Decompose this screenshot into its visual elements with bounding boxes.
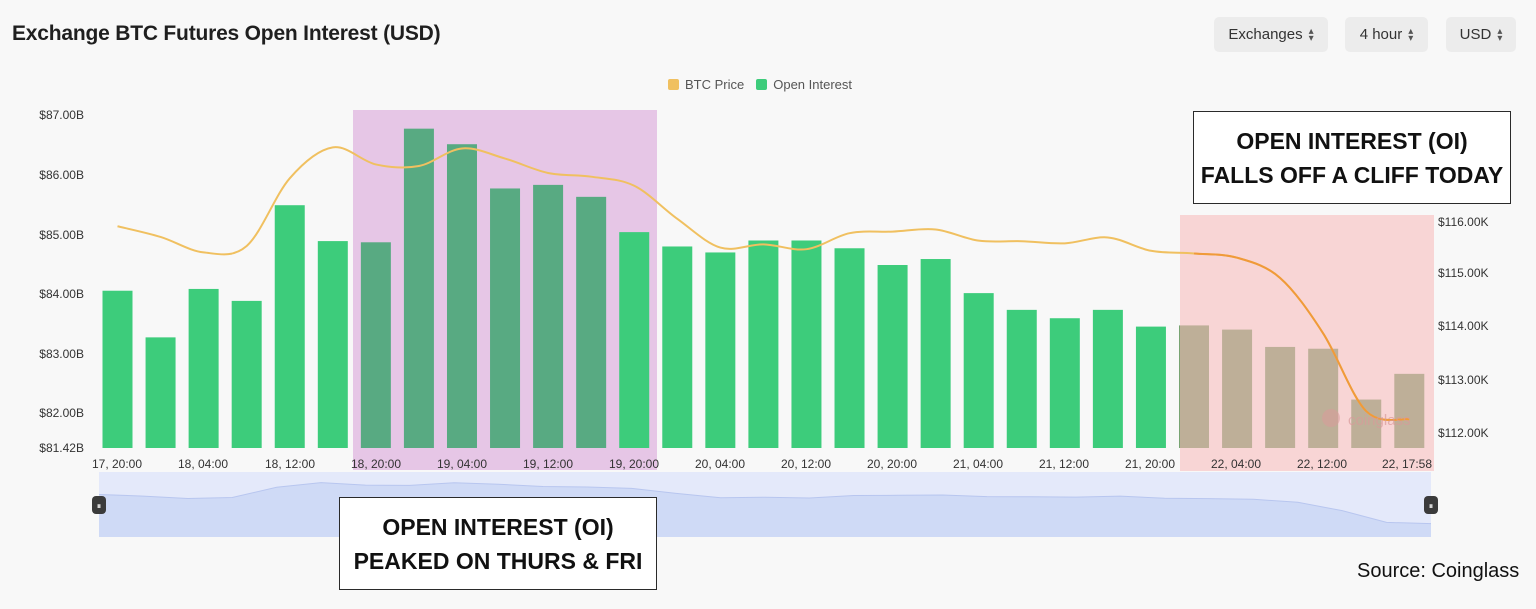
range-handle[interactable] bbox=[92, 496, 106, 514]
updown-chevron-icon: ▴ ▾ bbox=[1497, 25, 1503, 44]
x-axis-tick-label: 21, 04:00 bbox=[953, 457, 1003, 471]
oi-bar[interactable] bbox=[877, 265, 908, 448]
right-axis-tick-label: $115.00K bbox=[1438, 266, 1489, 280]
oi-bar[interactable] bbox=[188, 288, 219, 448]
x-axis-tick-label: 17, 20:00 bbox=[92, 457, 142, 471]
updown-chevron-icon: ▴ ▾ bbox=[1408, 25, 1414, 44]
oi-bar[interactable] bbox=[619, 232, 650, 448]
navigator-line bbox=[98, 482, 1432, 525]
oi-bar[interactable] bbox=[834, 248, 865, 448]
x-axis-tick-label: 19, 20:00 bbox=[609, 457, 659, 471]
legend-item-btc-price[interactable]: BTC Price bbox=[668, 77, 744, 92]
left-axis-tick-label: $86.00B bbox=[39, 168, 84, 182]
legend-swatch-btc-price bbox=[668, 79, 679, 90]
x-axis-tick-label: 18, 20:00 bbox=[351, 457, 401, 471]
x-axis-tick-label: 20, 04:00 bbox=[695, 457, 745, 471]
left-axis-tick-label: $87.00B bbox=[39, 108, 84, 122]
legend-item-open-interest[interactable]: Open Interest bbox=[756, 77, 852, 92]
left-axis-tick-label: $85.00B bbox=[39, 228, 84, 242]
oi-bar[interactable] bbox=[446, 144, 477, 448]
x-axis-tick-label: 21, 20:00 bbox=[1125, 457, 1175, 471]
x-axis-tick-label: 19, 04:00 bbox=[437, 457, 487, 471]
left-callout: OPEN INTEREST (OI) PEAKED ON THURS & FRI bbox=[339, 497, 657, 590]
x-axis-tick-label: 18, 12:00 bbox=[265, 457, 315, 471]
oi-bar[interactable] bbox=[274, 205, 305, 448]
coinglass-logo-icon bbox=[1322, 409, 1340, 427]
oi-bar[interactable] bbox=[1135, 326, 1166, 448]
exchanges-select[interactable]: Exchanges ▴ ▾ bbox=[1214, 17, 1328, 52]
oi-bar[interactable] bbox=[748, 240, 779, 448]
coinglass-watermark: coinglass bbox=[1348, 412, 1411, 429]
oi-bar[interactable] bbox=[576, 196, 607, 448]
drop-highlight-region bbox=[1180, 215, 1434, 471]
oi-bar[interactable] bbox=[963, 293, 994, 448]
oi-bar[interactable] bbox=[920, 259, 951, 448]
left-axis-tick-label: $81.42B bbox=[39, 441, 84, 455]
oi-bar[interactable] bbox=[662, 246, 693, 448]
oi-bar[interactable] bbox=[705, 252, 736, 448]
x-axis-tick-label: 22, 04:00 bbox=[1211, 457, 1261, 471]
oi-bar[interactable] bbox=[102, 290, 133, 448]
oi-bar[interactable] bbox=[145, 337, 176, 448]
right-axis-tick-label: $112.00K bbox=[1438, 426, 1489, 440]
interval-select-label: 4 hour bbox=[1359, 26, 1403, 43]
right-callout: OPEN INTEREST (OI) FALLS OFF A CLIFF TOD… bbox=[1193, 111, 1511, 204]
currency-select-label: USD bbox=[1459, 26, 1492, 43]
oi-bar[interactable] bbox=[360, 242, 391, 448]
left-callout-line-1: OPEN INTEREST (OI) bbox=[382, 513, 614, 540]
oi-bar[interactable] bbox=[403, 128, 434, 448]
oi-bar[interactable] bbox=[1006, 309, 1037, 448]
range-handle-grip-icon: ⏸ bbox=[97, 502, 102, 512]
oi-bar[interactable] bbox=[1049, 318, 1080, 448]
x-axis-tick-label: 22, 17:58 bbox=[1382, 457, 1432, 471]
legend-swatch-open-interest bbox=[756, 79, 768, 90]
oi-bar[interactable] bbox=[231, 300, 262, 448]
right-axis-tick-label: $113.00K bbox=[1438, 373, 1489, 387]
left-axis-tick-label: $82.00B bbox=[39, 406, 84, 420]
x-axis-tick-label: 20, 20:00 bbox=[867, 457, 917, 471]
left-axis-tick-label: $83.00B bbox=[39, 347, 84, 361]
oi-bar[interactable] bbox=[317, 241, 348, 448]
interval-select[interactable]: 4 hour ▴ ▾ bbox=[1345, 17, 1428, 52]
chart-legend: BTC Price Open Interest bbox=[668, 77, 864, 92]
left-axis-tick-label: $84.00B bbox=[39, 287, 84, 301]
x-axis-tick-label: 21, 12:00 bbox=[1039, 457, 1089, 471]
source-credit: Source: Coinglass bbox=[1357, 560, 1520, 582]
chart-title: Exchange BTC Futures Open Interest (USD) bbox=[12, 22, 441, 45]
right-callout-line-2: FALLS OFF A CLIFF TODAY bbox=[1200, 161, 1504, 188]
updown-chevron-icon: ▴ ▾ bbox=[1308, 25, 1314, 44]
oi-bar[interactable] bbox=[490, 188, 521, 448]
oi-bar[interactable] bbox=[533, 184, 564, 448]
x-axis-tick-label: 18, 04:00 bbox=[178, 457, 228, 471]
currency-select[interactable]: USD ▴ ▾ bbox=[1446, 17, 1516, 52]
legend-label-btc-price: BTC Price bbox=[685, 77, 745, 92]
x-axis-tick-label: 19, 12:00 bbox=[523, 457, 573, 471]
exchanges-select-label: Exchanges bbox=[1228, 26, 1303, 43]
right-callout-line-1: OPEN INTEREST (OI) bbox=[1236, 127, 1468, 154]
oi-bar[interactable] bbox=[1092, 309, 1123, 448]
range-handle[interactable] bbox=[1424, 496, 1438, 514]
btc-price-line-drop-segment bbox=[1193, 252, 1410, 422]
oi-bar[interactable] bbox=[791, 240, 822, 448]
range-handle-grip-icon: ⏸ bbox=[1429, 502, 1434, 512]
right-axis-tick-label: $114.00K bbox=[1438, 319, 1489, 333]
left-callout-line-2: PEAKED ON THURS & FRI bbox=[353, 547, 643, 574]
right-axis-tick-label: $116.00K bbox=[1438, 215, 1489, 229]
x-axis-tick-label: 22, 12:00 bbox=[1297, 457, 1347, 471]
legend-label-open-interest: Open Interest bbox=[773, 77, 853, 92]
x-axis-tick-label: 20, 12:00 bbox=[781, 457, 831, 471]
